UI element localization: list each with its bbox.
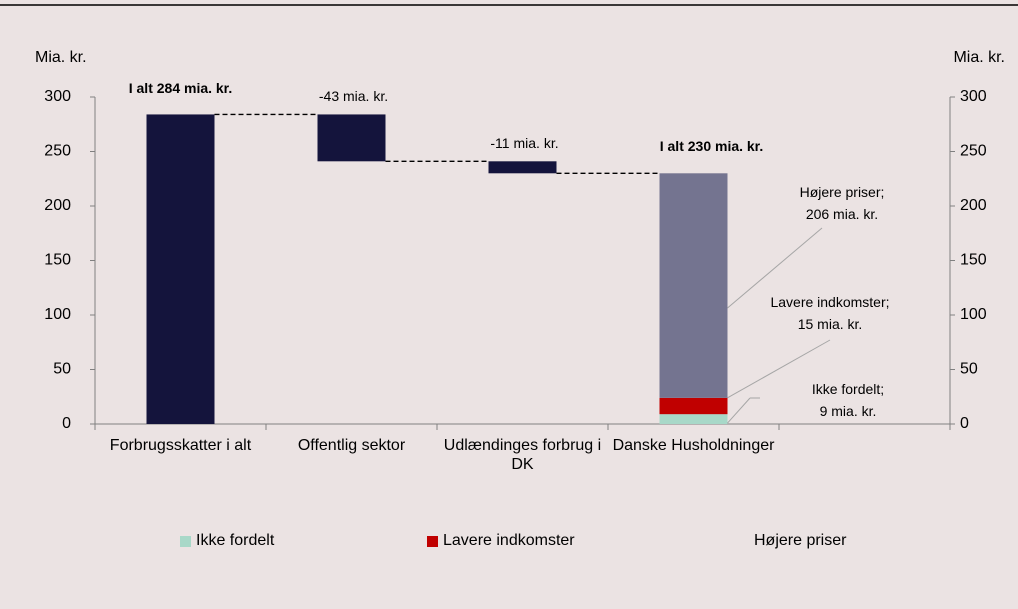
stack-segment	[659, 414, 728, 424]
legend-swatch	[180, 536, 191, 547]
x-tick-label: Offentlig sektor	[297, 437, 406, 454]
leader-line	[727, 397, 751, 424]
y2-tick-label: 250	[960, 143, 987, 160]
stack-segment	[659, 173, 728, 398]
y-tick-label: 250	[44, 143, 71, 160]
bar	[146, 114, 215, 424]
y-tick-label: 300	[44, 88, 71, 105]
bar	[488, 161, 557, 174]
y2-tick-label: 100	[960, 306, 987, 323]
data-label: Lavere indkomster; 15 mia. kr.	[770, 294, 889, 332]
data-label: Højere priser; 206 mia. kr.	[800, 184, 885, 222]
y-tick-label: 150	[44, 252, 71, 269]
y2-tick-label: 200	[960, 197, 987, 214]
y2-tick-label: 0	[960, 415, 969, 432]
x-tick-label: Danske Husholdninger	[612, 437, 775, 454]
legend-label: Ikke fordelt	[196, 532, 275, 549]
y2-axis-label: Mia. kr.	[953, 49, 1005, 66]
y-tick-label: 0	[62, 415, 71, 432]
y-axis-label: Mia. kr.	[35, 49, 87, 66]
legend-label: Lavere indkomster	[443, 532, 575, 549]
y2-tick-label: 50	[960, 361, 978, 378]
legend-label: Højere priser	[754, 532, 847, 549]
legend-swatch	[427, 536, 438, 547]
data-label: Ikke fordelt; 9 mia. kr.	[812, 381, 884, 419]
leader-line	[727, 227, 823, 309]
y-tick-label: 100	[44, 306, 71, 323]
x-tick-label: Udlændinges forbrug i DK	[443, 437, 602, 473]
y-tick-label: 200	[44, 197, 71, 214]
y2-tick-label: 150	[960, 252, 987, 269]
y2-tick-label: 300	[960, 88, 987, 105]
data-label: -43 mia. kr.	[319, 88, 388, 104]
data-label: -11 mia. kr.	[490, 135, 558, 151]
leader-line	[727, 339, 831, 399]
data-label: I alt 284 mia. kr.	[129, 80, 233, 96]
x-tick-label: Forbrugsskatter i alt	[109, 437, 252, 454]
total-label: I alt 230 mia. kr.	[660, 138, 764, 154]
bar	[317, 114, 386, 162]
y-tick-label: 50	[53, 361, 71, 378]
stack-segment	[659, 397, 728, 415]
